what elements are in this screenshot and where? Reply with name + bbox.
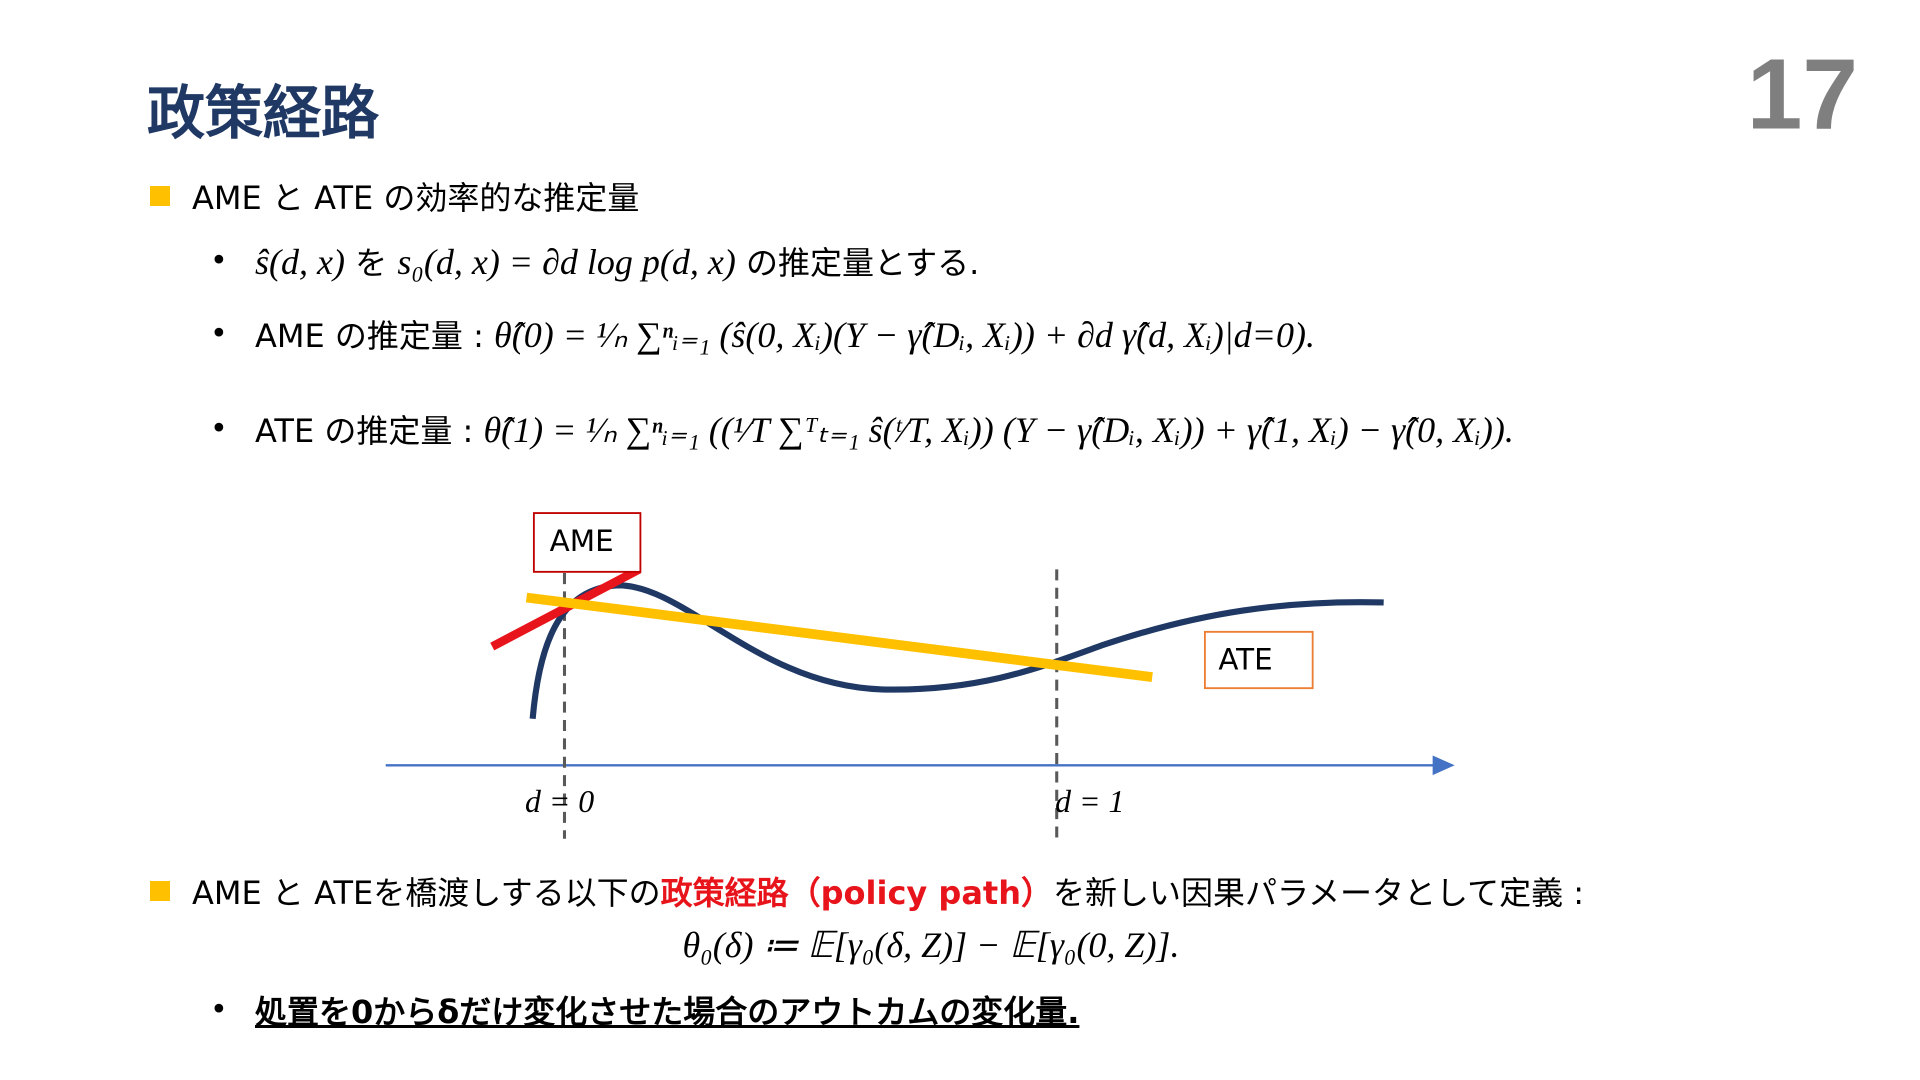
bullet-square: [150, 186, 170, 206]
bullet-dot: •: [210, 411, 228, 447]
bullet-dot: •: [210, 243, 228, 279]
bullet-dot: •: [210, 316, 228, 352]
d0-label: d = 0: [525, 784, 594, 819]
text-line: ŝ(d, x) を s₀(d, x) = ∂d log p(d, x) の推定量…: [255, 238, 979, 284]
math: ŝ(d, x): [255, 242, 345, 282]
text: AME と ATEを橋渡しする以下の: [192, 874, 661, 912]
math: θ̂(1) = ¹⁄ₙ ∑ⁿᵢ₌₁ ((¹⁄T ∑ᵀₜ₌₁ ŝ(ᵗ⁄T, Xᵢ)…: [483, 410, 1514, 450]
text: を新しい因果パラメータとして定義 :: [1053, 874, 1585, 912]
d1-label: d = 1: [1055, 784, 1124, 819]
ate-box: [1203, 630, 1314, 690]
text: AME の推定量 :: [255, 317, 495, 355]
text-line: 処置を0からδだけ変化させた場合のアウトカムの変化量.: [255, 987, 1079, 1033]
formula: θ₀(δ) ≔ 𝔼[γ₀(δ, Z)] − 𝔼[γ₀(0, Z)].: [682, 925, 1180, 965]
page-number: 17: [1746, 38, 1858, 151]
text: 処置を0からδだけ変化させた場合のアウトカムの変化量.: [255, 993, 1080, 1031]
bullet-square: [150, 881, 170, 901]
secant-line: [525, 592, 1153, 683]
text: の推定量とする.: [735, 244, 980, 282]
text-line: AME の推定量 : θ̂(0) = ¹⁄ₙ ∑ⁿᵢ₌₁ (ŝ(0, Xᵢ)(Y…: [255, 311, 1315, 357]
math: s₀(d, x) = ∂d log p(d, x): [397, 242, 736, 282]
ame-box: [532, 512, 642, 573]
text: ATE の推定量 :: [255, 412, 484, 450]
text-line: ATE の推定量 : θ̂(1) = ¹⁄ₙ ∑ⁿᵢ₌₁ ((¹⁄T ∑ᵀₜ₌₁…: [255, 406, 1514, 452]
ate-label: ATE: [1218, 643, 1272, 677]
text: を: [344, 244, 398, 282]
text-line: AME と ATEを橋渡しする以下の政策経路（policy path）を新しい因…: [192, 868, 1584, 914]
text: 政策経路（policy path）: [660, 874, 1053, 912]
slide-title: 政策経路: [147, 79, 380, 147]
bullet-dot: •: [210, 992, 228, 1028]
ame-label: AME: [550, 524, 614, 558]
tangent-line: [490, 565, 642, 651]
math: θ̂(0) = ¹⁄ₙ ∑ⁿᵢ₌₁ (ŝ(0, Xᵢ)(Y − γ̂(Dᵢ, X…: [494, 315, 1315, 355]
text: AME と ATE の効率的な推定量: [192, 179, 640, 217]
text-line: AME と ATE の効率的な推定量: [192, 173, 639, 219]
